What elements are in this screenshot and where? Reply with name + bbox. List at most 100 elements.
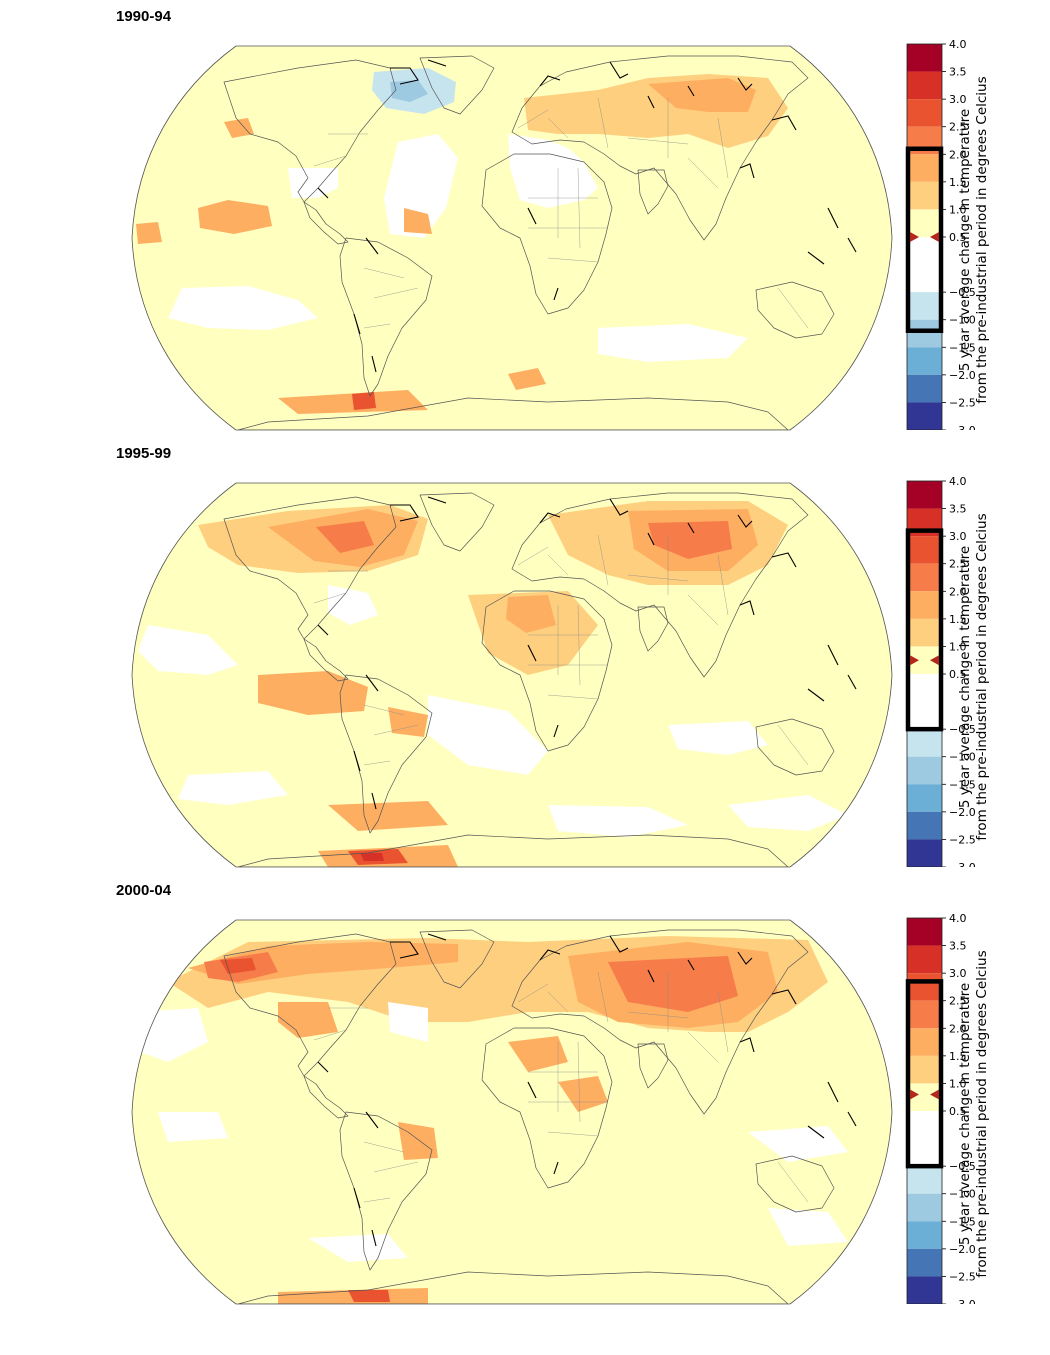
colorbar-bin [907, 1221, 942, 1249]
colorbar-range-box [905, 979, 944, 1169]
colorbar-bin [907, 536, 942, 564]
anomaly-region [328, 585, 378, 625]
colorbar-bin [907, 729, 942, 757]
colorbar-range-box [905, 528, 944, 732]
anomaly-region [548, 805, 688, 837]
colorbar-tick-label: 1.5 [949, 613, 967, 626]
colorbar-tick-label: −2.5 [949, 1270, 976, 1283]
colorbar-tick-label: −1.5 [949, 341, 976, 354]
coastline-india [637, 606, 669, 652]
coastline-detail [427, 59, 447, 67]
coastline-detail [353, 750, 361, 772]
coastline-detail [847, 1111, 857, 1127]
coastline-greenland [419, 929, 495, 989]
mean-marker-right [930, 655, 939, 666]
coastline-detail [647, 532, 655, 546]
country-border [577, 604, 581, 686]
colorbar-tick-label: 4.0 [949, 475, 967, 488]
map-frame [131, 45, 893, 431]
coastline-northAmerica [223, 496, 397, 640]
anomaly-region [360, 853, 384, 861]
country-border [363, 760, 391, 766]
colorbar-tick-label: −1.0 [949, 1188, 976, 1201]
coastline-detail [427, 933, 447, 941]
coastline-detail [807, 251, 825, 265]
colorbar: 4.0 3.5 3.0 2.5 2.0 1.5 1.0 0.5 −0.5 −1.0 −1.5 −2.0… [905, 475, 976, 867]
coastline-detail [847, 674, 857, 690]
coastline-detail [687, 959, 695, 971]
country-border [547, 257, 599, 263]
anomaly-region [398, 1122, 438, 1160]
anomaly-region [508, 368, 546, 390]
country-border [313, 1029, 347, 1041]
country-border [517, 983, 549, 1003]
coastline-southAmerica [339, 674, 433, 834]
anomaly-region [508, 134, 598, 208]
colorbar-tick-label: −3.0 [949, 861, 976, 867]
anomaly-region [468, 591, 598, 675]
colorbar-tick-label: 2.5 [949, 995, 967, 1008]
country-border [627, 1011, 689, 1019]
colorbar-tick-label: −1.5 [949, 778, 976, 791]
mean-marker-left [910, 232, 919, 242]
coastline-centralAmerica [303, 638, 349, 682]
colorbar-bin [907, 154, 942, 182]
coastline-detail [737, 951, 753, 965]
mean-marker-right [930, 1089, 939, 1100]
colorbar-bin [907, 811, 942, 840]
anomaly-region [278, 1002, 338, 1038]
coastline-southAmerica [339, 1111, 433, 1271]
colorbar-tick-label: 3.5 [949, 503, 967, 516]
coastline-detail [737, 514, 753, 528]
coastline-greenland [419, 492, 495, 552]
colorbar-tick-label: 3.0 [949, 530, 967, 543]
colorbar-tick-label: 1.0 [949, 640, 967, 653]
panel-1995-99: 1995-99 4.0 3.5 3.0 2.5 2.0 1.5 1.0 0.5 −0.5 −1.0… [0, 437, 1050, 868]
coastline-detail [609, 61, 629, 79]
country-border [517, 546, 549, 566]
coastline-detail [647, 969, 655, 983]
anomaly-region [506, 595, 556, 633]
coastline-australia [755, 1155, 835, 1213]
anomaly-region [768, 1208, 848, 1246]
colorbar-bin [907, 1028, 942, 1056]
colorbar-tick-label: 2.0 [949, 585, 967, 598]
colorbar-tick-label: 1.5 [949, 1050, 967, 1063]
colorbar-tick-label: 4.0 [949, 38, 967, 51]
colorbar-tick-label: 1.0 [949, 203, 967, 216]
colorbar-bin [907, 1166, 942, 1194]
coastline-india [637, 1043, 669, 1089]
anomaly-region [224, 118, 254, 138]
country-border [627, 574, 689, 582]
coastline-detail [539, 75, 561, 87]
colorbar: 4.0 3.5 3.0 2.5 2.0 1.5 1.0 0.5 −0.5 −1.0 −1.5 −2.0… [905, 38, 976, 430]
coastline-eurasia [511, 55, 809, 241]
colorbar-bin [907, 973, 942, 1001]
colorbar-tick-label: 3.5 [949, 940, 967, 953]
coastline-detail [371, 355, 377, 373]
coastline-australia [755, 281, 835, 339]
colorbar-bin [907, 756, 942, 785]
coastline-detail [317, 624, 329, 636]
colorbar-bin [907, 839, 942, 867]
coastline-detail [847, 237, 857, 253]
coastline-detail [827, 1081, 839, 1103]
anomaly-region [558, 1076, 608, 1112]
country-border [717, 991, 729, 1053]
coastline-detail [827, 644, 839, 666]
coastline-detail [771, 552, 797, 568]
coastline-greenland [419, 55, 495, 115]
coastline-detail [353, 313, 361, 335]
colorbar-tick-label: 2.0 [949, 1022, 967, 1035]
colorbar-tick-label: 4.0 [949, 912, 967, 925]
panel-2000-04: 2000-04 4.0 3.5 3.0 2.5 2.0 1.5 1.0 0.5 −0.5 −1.0… [0, 874, 1050, 1305]
mean-marker-left [910, 655, 919, 666]
coastline-detail [365, 674, 379, 692]
coastline-detail [390, 504, 419, 522]
colorbar-label-line2: from the pre-industrial period in degree… [974, 950, 990, 1278]
coastline-detail [553, 724, 559, 738]
coastline-eurasia [511, 929, 809, 1115]
colorbar-tick-label: −1.5 [949, 1215, 976, 1228]
anomaly-region [748, 1126, 848, 1162]
coastline-centralAmerica [303, 201, 349, 245]
